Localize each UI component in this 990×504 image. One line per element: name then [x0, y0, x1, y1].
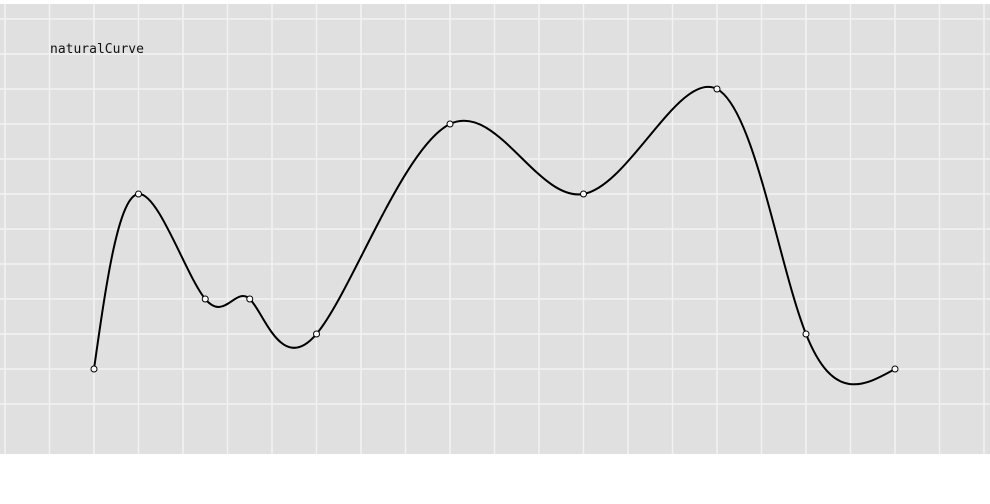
data-point [891, 365, 899, 373]
data-point [446, 120, 454, 128]
data-point [201, 295, 209, 303]
data-point [713, 85, 721, 93]
data-point [246, 295, 254, 303]
data-point [580, 190, 587, 198]
data-point [313, 330, 320, 338]
data-point [802, 330, 810, 338]
horizontal-grid-lines [0, 18, 990, 405]
data-point [90, 365, 98, 373]
chart-title: naturalCurve [50, 42, 144, 57]
data-point-markers [90, 85, 899, 373]
natural-curve-line [93, 85, 896, 386]
data-point [135, 190, 142, 198]
